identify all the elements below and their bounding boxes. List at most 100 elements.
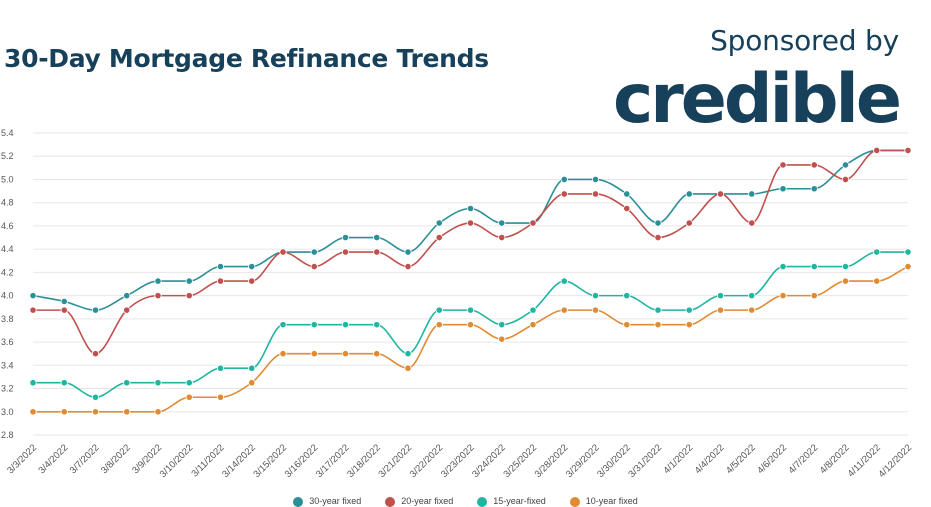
data-point[interactable] bbox=[716, 292, 725, 300]
data-point[interactable] bbox=[29, 306, 37, 314]
data-point[interactable] bbox=[779, 161, 787, 169]
data-point[interactable] bbox=[654, 306, 662, 314]
data-point[interactable] bbox=[560, 175, 568, 184]
data-point[interactable] bbox=[529, 219, 537, 227]
data-point[interactable] bbox=[29, 379, 37, 387]
data-point[interactable] bbox=[435, 219, 443, 227]
data-point[interactable] bbox=[466, 306, 475, 314]
data-point[interactable] bbox=[904, 146, 912, 155]
data-point[interactable] bbox=[310, 321, 318, 329]
data-point[interactable] bbox=[60, 297, 68, 306]
data-point[interactable] bbox=[123, 408, 131, 416]
data-point[interactable] bbox=[498, 321, 506, 329]
data-point[interactable] bbox=[154, 292, 162, 300]
data-point[interactable] bbox=[873, 277, 881, 285]
data-point[interactable] bbox=[560, 190, 568, 198]
data-point[interactable] bbox=[560, 306, 568, 314]
data-point[interactable] bbox=[248, 277, 256, 285]
data-point[interactable] bbox=[904, 248, 912, 256]
data-point[interactable] bbox=[341, 248, 350, 256]
data-point[interactable] bbox=[841, 262, 850, 271]
data-point[interactable] bbox=[216, 277, 225, 285]
data-point[interactable] bbox=[60, 379, 68, 387]
data-point[interactable] bbox=[810, 262, 818, 271]
data-point[interactable] bbox=[748, 306, 756, 314]
data-point[interactable] bbox=[685, 306, 693, 314]
data-point[interactable] bbox=[748, 292, 756, 300]
data-point[interactable] bbox=[841, 175, 850, 184]
data-point[interactable] bbox=[435, 321, 443, 329]
data-point[interactable] bbox=[279, 350, 287, 358]
data-point[interactable] bbox=[123, 379, 131, 387]
data-point[interactable] bbox=[623, 204, 631, 213]
data-point[interactable] bbox=[466, 219, 475, 227]
legend-item[interactable]: 15-year-fixed bbox=[477, 496, 546, 507]
data-point[interactable] bbox=[560, 277, 568, 285]
legend-item[interactable]: 20-year fixed bbox=[385, 496, 453, 507]
data-point[interactable] bbox=[498, 233, 506, 242]
sponsor-logo[interactable]: credible bbox=[612, 60, 902, 139]
data-point[interactable] bbox=[623, 190, 631, 198]
data-point[interactable] bbox=[154, 277, 162, 285]
data-point[interactable] bbox=[60, 306, 68, 314]
legend-item[interactable]: 10-year fixed bbox=[569, 496, 638, 507]
data-point[interactable] bbox=[248, 262, 256, 271]
data-point[interactable] bbox=[779, 185, 787, 193]
data-point[interactable] bbox=[185, 277, 193, 285]
data-point[interactable] bbox=[529, 306, 537, 314]
data-point[interactable] bbox=[466, 204, 475, 213]
data-point[interactable] bbox=[279, 248, 287, 256]
data-point[interactable] bbox=[373, 248, 381, 256]
data-point[interactable] bbox=[248, 379, 256, 387]
data-point[interactable] bbox=[591, 175, 600, 184]
data-point[interactable] bbox=[216, 262, 225, 271]
data-point[interactable] bbox=[591, 306, 600, 314]
data-point[interactable] bbox=[841, 277, 850, 285]
data-point[interactable] bbox=[123, 292, 131, 300]
data-point[interactable] bbox=[91, 306, 100, 314]
data-point[interactable] bbox=[29, 408, 37, 416]
legend-item[interactable]: 30-year fixed bbox=[293, 496, 361, 507]
data-point[interactable] bbox=[185, 292, 193, 300]
data-point[interactable] bbox=[341, 350, 350, 358]
data-point[interactable] bbox=[591, 190, 600, 198]
data-point[interactable] bbox=[529, 321, 537, 329]
data-point[interactable] bbox=[373, 321, 381, 329]
data-point[interactable] bbox=[498, 335, 506, 343]
data-point[interactable] bbox=[154, 408, 162, 416]
data-point[interactable] bbox=[716, 190, 725, 198]
data-point[interactable] bbox=[623, 321, 631, 329]
data-point[interactable] bbox=[810, 161, 818, 169]
data-point[interactable] bbox=[654, 321, 662, 329]
data-point[interactable] bbox=[216, 393, 225, 401]
data-point[interactable] bbox=[654, 219, 662, 227]
data-point[interactable] bbox=[216, 364, 225, 372]
data-point[interactable] bbox=[248, 364, 256, 372]
data-point[interactable] bbox=[685, 219, 693, 227]
data-point[interactable] bbox=[873, 146, 881, 155]
data-point[interactable] bbox=[841, 161, 850, 169]
data-point[interactable] bbox=[279, 321, 287, 329]
data-point[interactable] bbox=[904, 262, 912, 271]
data-point[interactable] bbox=[435, 306, 443, 314]
data-point[interactable] bbox=[29, 292, 37, 300]
data-point[interactable] bbox=[748, 190, 756, 198]
data-point[interactable] bbox=[91, 408, 100, 416]
data-point[interactable] bbox=[623, 292, 631, 300]
data-point[interactable] bbox=[373, 233, 381, 242]
data-point[interactable] bbox=[404, 350, 412, 358]
data-point[interactable] bbox=[810, 292, 818, 300]
data-point[interactable] bbox=[154, 379, 162, 387]
data-point[interactable] bbox=[185, 393, 193, 401]
data-point[interactable] bbox=[91, 393, 100, 401]
data-point[interactable] bbox=[404, 262, 412, 271]
data-point[interactable] bbox=[310, 262, 318, 271]
data-point[interactable] bbox=[466, 321, 475, 329]
data-point[interactable] bbox=[654, 233, 662, 242]
data-point[interactable] bbox=[341, 233, 350, 242]
data-point[interactable] bbox=[91, 350, 100, 358]
data-point[interactable] bbox=[685, 321, 693, 329]
data-point[interactable] bbox=[779, 262, 787, 271]
data-point[interactable] bbox=[310, 248, 318, 256]
data-point[interactable] bbox=[123, 306, 131, 314]
